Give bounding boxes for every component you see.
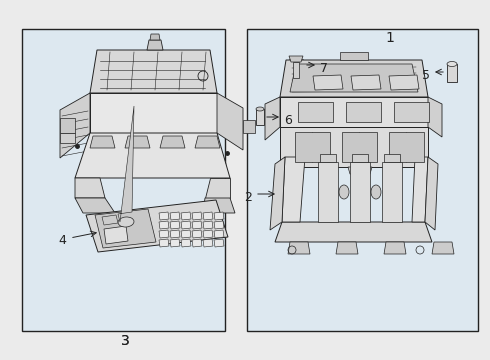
Polygon shape xyxy=(170,221,180,229)
Polygon shape xyxy=(75,198,115,213)
Bar xyxy=(247,29,478,331)
Polygon shape xyxy=(86,200,228,252)
Ellipse shape xyxy=(339,185,349,199)
Polygon shape xyxy=(432,242,454,254)
Polygon shape xyxy=(412,157,428,222)
Polygon shape xyxy=(60,93,90,158)
Polygon shape xyxy=(384,154,400,162)
Polygon shape xyxy=(90,50,217,93)
Polygon shape xyxy=(150,34,160,40)
Ellipse shape xyxy=(447,62,457,67)
Ellipse shape xyxy=(371,185,381,199)
Polygon shape xyxy=(275,222,432,242)
Polygon shape xyxy=(280,127,428,167)
Polygon shape xyxy=(102,215,118,225)
Polygon shape xyxy=(170,239,180,247)
Polygon shape xyxy=(214,221,224,229)
Polygon shape xyxy=(394,102,429,122)
Polygon shape xyxy=(290,64,418,92)
Polygon shape xyxy=(336,242,358,254)
Polygon shape xyxy=(243,120,255,133)
Polygon shape xyxy=(95,209,156,248)
Polygon shape xyxy=(352,154,368,162)
Polygon shape xyxy=(203,230,213,238)
Polygon shape xyxy=(342,132,377,162)
Polygon shape xyxy=(159,221,169,229)
Polygon shape xyxy=(280,60,428,97)
Polygon shape xyxy=(192,230,202,238)
Polygon shape xyxy=(295,132,330,162)
Polygon shape xyxy=(270,157,285,230)
Text: 3: 3 xyxy=(121,334,129,348)
Polygon shape xyxy=(425,157,438,230)
Polygon shape xyxy=(170,212,180,220)
Polygon shape xyxy=(350,162,370,222)
Polygon shape xyxy=(214,230,224,238)
Polygon shape xyxy=(118,106,134,222)
Polygon shape xyxy=(203,212,213,220)
Text: 1: 1 xyxy=(385,31,394,45)
Bar xyxy=(447,64,457,82)
Polygon shape xyxy=(384,242,406,254)
Polygon shape xyxy=(389,132,424,162)
Polygon shape xyxy=(217,93,243,150)
Polygon shape xyxy=(181,230,191,238)
Polygon shape xyxy=(282,157,305,222)
Bar xyxy=(22,29,225,331)
Polygon shape xyxy=(265,97,280,140)
Polygon shape xyxy=(104,226,128,244)
Polygon shape xyxy=(195,136,220,148)
Polygon shape xyxy=(170,230,180,238)
Polygon shape xyxy=(320,154,336,162)
Polygon shape xyxy=(147,40,163,50)
Polygon shape xyxy=(214,239,224,247)
Polygon shape xyxy=(382,162,402,222)
Bar xyxy=(256,109,264,125)
Polygon shape xyxy=(125,136,150,148)
Text: 6: 6 xyxy=(284,113,292,126)
Polygon shape xyxy=(289,56,303,62)
Polygon shape xyxy=(192,221,202,229)
Polygon shape xyxy=(203,239,213,247)
Polygon shape xyxy=(298,102,333,122)
Text: 4: 4 xyxy=(58,234,66,247)
Polygon shape xyxy=(159,239,169,247)
Polygon shape xyxy=(313,75,343,90)
Polygon shape xyxy=(348,167,372,174)
Polygon shape xyxy=(280,97,428,127)
Polygon shape xyxy=(75,133,230,178)
Text: 2: 2 xyxy=(244,190,252,203)
Polygon shape xyxy=(159,230,169,238)
Text: 3: 3 xyxy=(121,334,129,348)
Polygon shape xyxy=(192,212,202,220)
Polygon shape xyxy=(351,75,381,90)
Polygon shape xyxy=(340,52,368,60)
Polygon shape xyxy=(181,221,191,229)
Ellipse shape xyxy=(118,217,134,227)
Polygon shape xyxy=(346,102,381,122)
Polygon shape xyxy=(428,97,442,137)
Polygon shape xyxy=(205,178,230,198)
Text: 5: 5 xyxy=(422,68,430,81)
Text: 7: 7 xyxy=(320,62,328,75)
Polygon shape xyxy=(214,212,224,220)
Polygon shape xyxy=(288,242,310,254)
Polygon shape xyxy=(90,136,115,148)
Polygon shape xyxy=(60,133,75,143)
Polygon shape xyxy=(160,136,185,148)
Polygon shape xyxy=(90,93,217,133)
Polygon shape xyxy=(318,162,338,222)
Polygon shape xyxy=(181,239,191,247)
Polygon shape xyxy=(192,239,202,247)
Ellipse shape xyxy=(256,107,264,111)
Polygon shape xyxy=(203,198,235,213)
Polygon shape xyxy=(75,178,105,198)
Polygon shape xyxy=(60,118,75,133)
Polygon shape xyxy=(389,75,419,90)
Polygon shape xyxy=(181,212,191,220)
Polygon shape xyxy=(203,221,213,229)
Polygon shape xyxy=(293,62,299,78)
Polygon shape xyxy=(159,212,169,220)
